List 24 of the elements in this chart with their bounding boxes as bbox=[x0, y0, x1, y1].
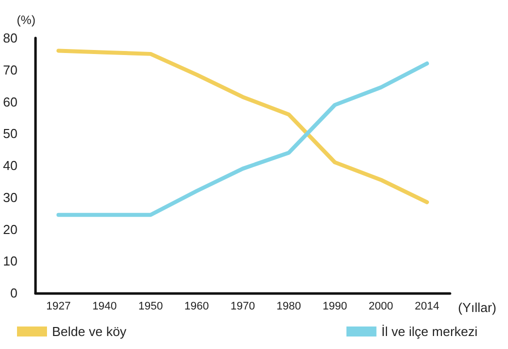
line-series bbox=[56, 62, 429, 217]
line-series bbox=[56, 48, 429, 204]
y-tick-label: 30 bbox=[2, 190, 18, 205]
x-axis-title: (Yıllar) bbox=[458, 300, 496, 315]
y-tick-label: 70 bbox=[2, 62, 18, 78]
y-tick-label: 50 bbox=[2, 126, 18, 142]
y-tick-label: 40 bbox=[2, 158, 18, 173]
legend-label: İl ve ilçe merkezi bbox=[381, 324, 478, 339]
x-tick-label: 1960 bbox=[184, 300, 209, 312]
y-axis-title: (%) bbox=[16, 13, 36, 27]
y-tick-label: 60 bbox=[2, 94, 18, 110]
x-tick-label: 1940 bbox=[92, 300, 117, 312]
x-tick-label: 1927 bbox=[46, 300, 71, 312]
y-tick-label: 20 bbox=[2, 222, 18, 237]
x-tick-label: 1990 bbox=[322, 300, 348, 312]
y-tick-label: 10 bbox=[2, 254, 18, 269]
x-tick-label: 1950 bbox=[138, 300, 163, 312]
x-tick-label: 1980 bbox=[276, 300, 302, 312]
y-tick-label: 0 bbox=[10, 286, 18, 300]
x-tick-label: 2014 bbox=[414, 300, 440, 312]
x-tick-label: 2000 bbox=[368, 300, 394, 312]
y-tick-label: 80 bbox=[2, 30, 18, 46]
legend-label: Belde ve köy bbox=[52, 324, 127, 339]
x-tick-label: 1970 bbox=[230, 300, 255, 312]
